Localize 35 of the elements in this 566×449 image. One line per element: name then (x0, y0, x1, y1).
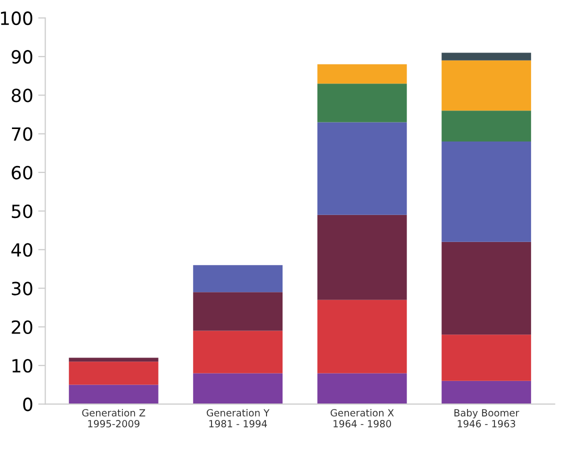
bar (193, 292, 283, 331)
x-tick-label: Baby Boomer 1946 - 1963 (454, 408, 520, 428)
bar (442, 52, 532, 60)
y-tick-label: 90 (12, 50, 32, 64)
y-tick-label: 50 (12, 204, 32, 218)
bar (442, 60, 532, 111)
x-tick-label: Generation Z 1995-2009 (82, 408, 146, 428)
bar (442, 142, 532, 242)
bar (68, 384, 158, 404)
x-tick-label: Generation Y 1981 - 1994 (206, 408, 270, 428)
bar (68, 362, 158, 385)
bar (317, 373, 407, 404)
y-tick-label: 80 (12, 88, 32, 102)
bar (442, 242, 532, 335)
y-tick-label: 0 (23, 398, 32, 412)
bar (317, 122, 407, 215)
y-tick-label: 20 (12, 320, 32, 334)
bar (193, 373, 283, 404)
y-tick-label: 60 (12, 166, 32, 180)
y-tick-label: 40 (11, 243, 32, 257)
y-tick-label: 70 (12, 127, 32, 141)
bar (317, 214, 407, 300)
bar (317, 300, 407, 374)
bar (442, 380, 532, 404)
y-tick-label: 10 (12, 358, 32, 373)
bar (193, 265, 283, 292)
bar (68, 358, 158, 362)
bar (442, 334, 532, 381)
y-tick-label: 30 (12, 282, 32, 296)
bar (442, 110, 532, 142)
bar (317, 64, 407, 84)
bar (317, 84, 407, 122)
bar (193, 330, 283, 374)
x-tick-label: Generation X 1964 - 1980 (330, 408, 394, 428)
y-tick-label: 100 (0, 11, 32, 26)
